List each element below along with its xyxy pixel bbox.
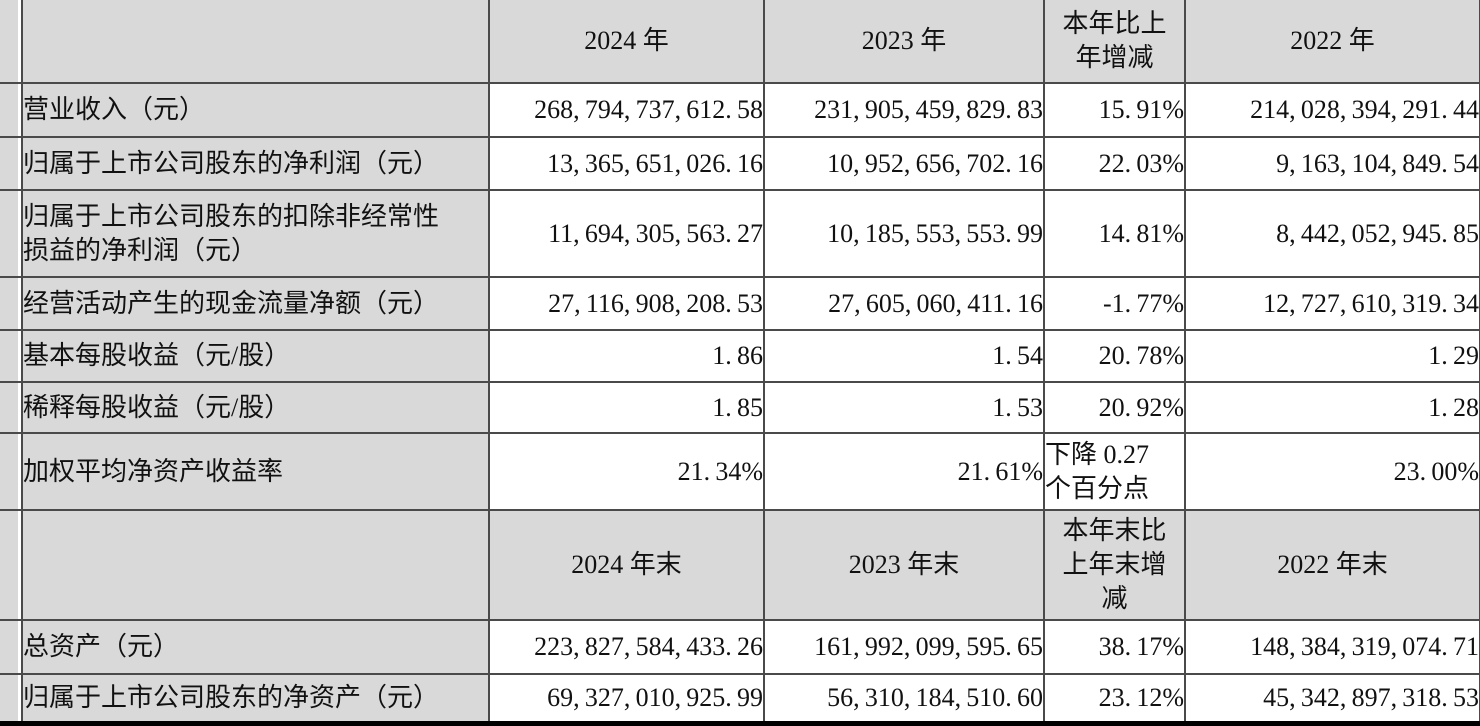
row-label: 归属于上市公司股东的净资产（元）: [21, 673, 490, 726]
value-2023: 27, 605, 060, 411. 16: [763, 276, 1045, 331]
row-label: 经营活动产生的现金流量净额（元）: [21, 276, 490, 331]
value-2022: 1. 28: [1184, 381, 1480, 434]
value-2023: 10, 185, 553, 553. 99: [763, 189, 1045, 278]
value-2022: 23. 00%: [1184, 432, 1480, 511]
col-header-2024-end: 2024 年末: [488, 509, 765, 621]
row-label: 稀释每股收益（元/股）: [21, 381, 490, 434]
value-2023: 10, 952, 656, 702. 16: [763, 136, 1045, 191]
gutter-cell: [0, 189, 23, 278]
value-2024: 1. 86: [488, 329, 765, 383]
value-2024: 268, 794, 737, 612. 58: [488, 82, 765, 138]
row-label: 基本每股收益（元/股）: [21, 329, 490, 383]
col-header-2022-end: 2022 年末: [1184, 509, 1480, 621]
value-2022: 214, 028, 394, 291. 44: [1184, 82, 1480, 138]
col-header-2023: 2023 年: [763, 0, 1045, 84]
table-row-weighted-roe: 加权平均净资产收益率 21. 34% 21. 61% 下降 0.27 个百分点 …: [0, 432, 1480, 511]
value-change: 22. 03%: [1043, 136, 1186, 191]
row-label: 归属于上市公司股东的净利润（元）: [21, 136, 490, 191]
value-2024: 223, 827, 584, 433. 26: [488, 619, 765, 675]
metric-header-blank: [21, 0, 490, 84]
value-change: 下降 0.27 个百分点: [1043, 432, 1186, 511]
col-header-yearend-change: 本年末比 上年末增 减: [1043, 509, 1186, 621]
value-2022: 8, 442, 052, 945. 85: [1184, 189, 1480, 278]
value-2024: 13, 365, 651, 026. 16: [488, 136, 765, 191]
table-row-operating-cash-flow: 经营活动产生的现金流量净额（元） 27, 116, 908, 208. 53 2…: [0, 276, 1480, 331]
gutter-cell: [0, 619, 23, 675]
value-2022: 45, 342, 897, 318. 53: [1184, 673, 1480, 726]
value-2024: 69, 327, 010, 925. 99: [488, 673, 765, 726]
value-change: 20. 78%: [1043, 329, 1186, 383]
value-2024: 1. 85: [488, 381, 765, 434]
gutter-cell: [0, 82, 23, 138]
col-header-2024: 2024 年: [488, 0, 765, 84]
gutter-cell: [0, 432, 23, 511]
value-2022: 9, 163, 104, 849. 54: [1184, 136, 1480, 191]
table-row-net-assets: 归属于上市公司股东的净资产（元） 69, 327, 010, 925. 99 5…: [0, 673, 1480, 726]
gutter-cell: [0, 509, 23, 621]
value-change: 15. 91%: [1043, 82, 1186, 138]
value-2024: 11, 694, 305, 563. 27: [488, 189, 765, 278]
value-2023: 1. 53: [763, 381, 1045, 434]
table-row-net-profit: 归属于上市公司股东的净利润（元） 13, 365, 651, 026. 16 1…: [0, 136, 1480, 191]
value-2022: 148, 384, 319, 074. 71: [1184, 619, 1480, 675]
value-change: -1. 77%: [1043, 276, 1186, 331]
value-2023: 21. 61%: [763, 432, 1045, 511]
value-2024: 27, 116, 908, 208. 53: [488, 276, 765, 331]
gutter-cell: [0, 381, 23, 434]
yearend-header-row: 2024 年末 2023 年末 本年末比 上年末增 减 2022 年末: [0, 509, 1480, 621]
value-2022: 12, 727, 610, 319. 34: [1184, 276, 1480, 331]
table-row-total-assets: 总资产（元） 223, 827, 584, 433. 26 161, 992, …: [0, 619, 1480, 675]
value-2023: 231, 905, 459, 829. 83: [763, 82, 1045, 138]
value-change: 23. 12%: [1043, 673, 1186, 726]
col-header-2022: 2022 年: [1184, 0, 1480, 84]
gutter-cell: [0, 136, 23, 191]
gutter-cell: [0, 0, 23, 84]
value-2023: 56, 310, 184, 510. 60: [763, 673, 1045, 726]
value-2023: 161, 992, 099, 595. 65: [763, 619, 1045, 675]
value-change: 20. 92%: [1043, 381, 1186, 434]
value-change: 14. 81%: [1043, 189, 1186, 278]
row-label: 归属于上市公司股东的扣除非经常性 损益的净利润（元）: [21, 189, 490, 278]
table-row-basic-eps: 基本每股收益（元/股） 1. 86 1. 54 20. 78% 1. 29: [0, 329, 1480, 383]
col-header-2023-end: 2023 年末: [763, 509, 1045, 621]
gutter-cell: [0, 276, 23, 331]
value-change: 38. 17%: [1043, 619, 1186, 675]
value-2023: 1. 54: [763, 329, 1045, 383]
row-label: 总资产（元）: [21, 619, 490, 675]
gutter-cell: [0, 329, 23, 383]
table-row-deducted-net-profit: 归属于上市公司股东的扣除非经常性 损益的净利润（元） 11, 694, 305,…: [0, 189, 1480, 278]
value-2024: 21. 34%: [488, 432, 765, 511]
row-label: 加权平均净资产收益率: [21, 432, 490, 511]
gutter-cell: [0, 673, 23, 726]
period-header-row: 2024 年 2023 年 本年比上 年增减 2022 年: [0, 0, 1480, 84]
table-row-revenue: 营业收入（元） 268, 794, 737, 612. 58 231, 905,…: [0, 82, 1480, 138]
col-header-yoy-change: 本年比上 年增减: [1043, 0, 1186, 84]
value-2022: 1. 29: [1184, 329, 1480, 383]
metric-header-blank: [21, 509, 490, 621]
row-label: 营业收入（元）: [21, 82, 490, 138]
table-row-diluted-eps: 稀释每股收益（元/股） 1. 85 1. 53 20. 92% 1. 28: [0, 381, 1480, 434]
